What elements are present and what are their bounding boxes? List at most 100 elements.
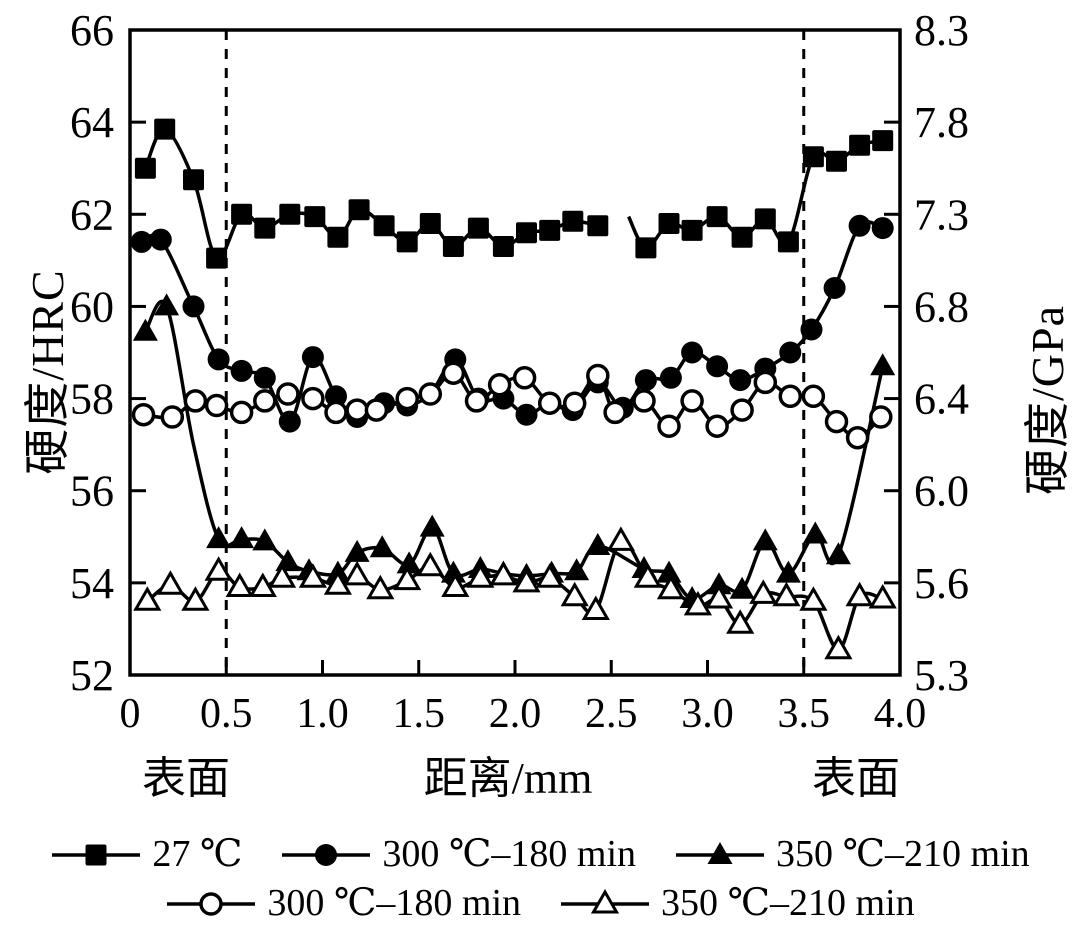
triangle-open-marker: [268, 563, 297, 588]
triangle-open-marker: [393, 565, 422, 591]
triangle-filled-marker: [206, 526, 232, 549]
legend-item-circle-filled: 300 ℃–180 min: [280, 831, 636, 876]
triangle-open-marker: [606, 526, 635, 551]
triangle-open-marker: [704, 583, 734, 609]
circle-open-marker: [537, 391, 562, 415]
triangle-open-marker: [581, 595, 610, 620]
circle-open-marker: [824, 409, 849, 434]
triangle-open-marker: [845, 581, 874, 607]
triangle-filled-marker: [369, 535, 395, 558]
square-filled-marker: [635, 237, 657, 259]
circle-open-marker: [199, 891, 224, 916]
y-right-tick-label: 6.4: [914, 375, 969, 424]
circle-open-marker: [753, 370, 778, 395]
circle-filled-marker: [315, 843, 338, 866]
square-filled-marker: [85, 844, 107, 865]
x-tick-label: 3.5: [778, 691, 831, 737]
square-filled-marker: [754, 208, 776, 230]
y-left-tick-label: 64: [70, 98, 114, 147]
x-tick-label: 3.0: [681, 691, 734, 737]
circle-filled-marker: [207, 348, 230, 371]
y-left-tick-label: 54: [70, 559, 114, 608]
triangle-filled-marker: [802, 521, 828, 544]
triangle-open-marker: [248, 572, 277, 597]
square-filled-marker: [587, 215, 609, 237]
triangle-filled-marker: [154, 293, 180, 316]
legend-item-square-filled: 27 ℃: [50, 831, 242, 876]
triangle-filled-marker: [729, 576, 755, 599]
circle-filled-marker: [253, 366, 276, 389]
triangle-filled-marker: [775, 560, 801, 583]
square-filled-marker: [231, 203, 253, 225]
circle-open-marker: [487, 373, 512, 397]
triangle-filled-marker: [396, 551, 422, 574]
triangle-open-marker: [535, 563, 564, 588]
triangle-filled-icon: [676, 841, 764, 864]
square-filled-marker: [154, 118, 176, 140]
triangle-filled-marker: [656, 560, 682, 583]
circle-open-icon: [167, 891, 256, 916]
y-right-tick-label: 5.3: [914, 651, 969, 700]
circle-filled-marker: [325, 385, 347, 408]
circle-open-marker: [441, 361, 466, 385]
triangle-open-marker: [156, 570, 185, 595]
circle-filled-marker: [130, 230, 153, 253]
square-filled-marker: [327, 226, 349, 248]
circle-open-marker: [345, 398, 369, 422]
circle-filled-marker: [230, 359, 253, 382]
circle-open-marker: [778, 384, 803, 409]
legend-row-1: 27 ℃ 300 ℃–180 min 350 ℃–210 min: [50, 831, 1030, 876]
circle-open-marker: [730, 398, 754, 422]
x-tick-label: 4.0: [874, 691, 927, 737]
triangle-open-marker: [799, 586, 828, 611]
legend-item-triangle-filled: 350 ℃–210 min: [674, 831, 1030, 876]
square-filled-marker: [777, 231, 799, 253]
circle-open-marker: [418, 382, 443, 406]
legend-item-circle-open: 300 ℃–180 min: [165, 880, 521, 925]
circle-filled-marker: [634, 369, 657, 392]
series-markers-square-filled-27: [134, 118, 894, 269]
circle-filled-marker: [729, 369, 752, 392]
circle-open-marker: [603, 400, 627, 425]
series-markers-triangle-filled-350-210-min: [132, 293, 896, 608]
square-filled-marker: [706, 206, 728, 228]
triangle-open-marker: [590, 888, 620, 913]
square-filled-marker: [206, 247, 228, 269]
triangle-open-icon: [561, 888, 649, 913]
triangle-filled-marker: [825, 542, 851, 565]
circle-filled-marker: [871, 217, 894, 240]
circle-filled-marker: [848, 214, 871, 237]
circle-open-marker: [160, 405, 185, 429]
surface-label-left: 表面: [142, 754, 230, 803]
triangle-open-marker: [633, 563, 662, 588]
triangle-filled-marker: [564, 558, 590, 581]
y-right-tick-label: 7.3: [914, 190, 969, 239]
triangle-open-marker: [772, 581, 801, 607]
circle-filled-marker: [149, 228, 172, 251]
circle-open-marker: [183, 389, 208, 413]
circle-filled-marker: [681, 341, 704, 364]
circle-filled-icon: [282, 843, 371, 866]
y-axis-title-left: 硬度/HRC: [22, 269, 73, 475]
triangle-filled-marker: [707, 841, 733, 864]
legend-label: 300 ℃–180 min: [267, 882, 521, 924]
triangle-open-marker: [749, 579, 778, 604]
circle-open-marker: [845, 425, 870, 450]
surface-label-right: 表面: [812, 754, 900, 803]
circle-filled-marker: [706, 355, 729, 378]
triangle-open-marker: [868, 583, 897, 609]
square-filled-marker: [254, 217, 276, 239]
triangle-open-marker: [225, 572, 254, 597]
triangle-open-marker: [683, 590, 712, 616]
circle-open-marker: [705, 414, 729, 438]
triangle-filled-marker: [752, 528, 778, 551]
legend-label: 27 ℃: [152, 833, 243, 875]
y-right-tick-label: 8.3: [914, 6, 969, 55]
triangle-open-marker: [489, 560, 518, 586]
triangle-filled-marker: [419, 514, 445, 537]
y-right-tick-label: 6.0: [914, 467, 969, 516]
triangle-open-marker: [441, 572, 470, 597]
square-filled-marker: [492, 236, 514, 257]
chart-legend: 27 ℃ 300 ℃–180 min 350 ℃–210 min 300 ℃–180 …: [0, 831, 1080, 925]
